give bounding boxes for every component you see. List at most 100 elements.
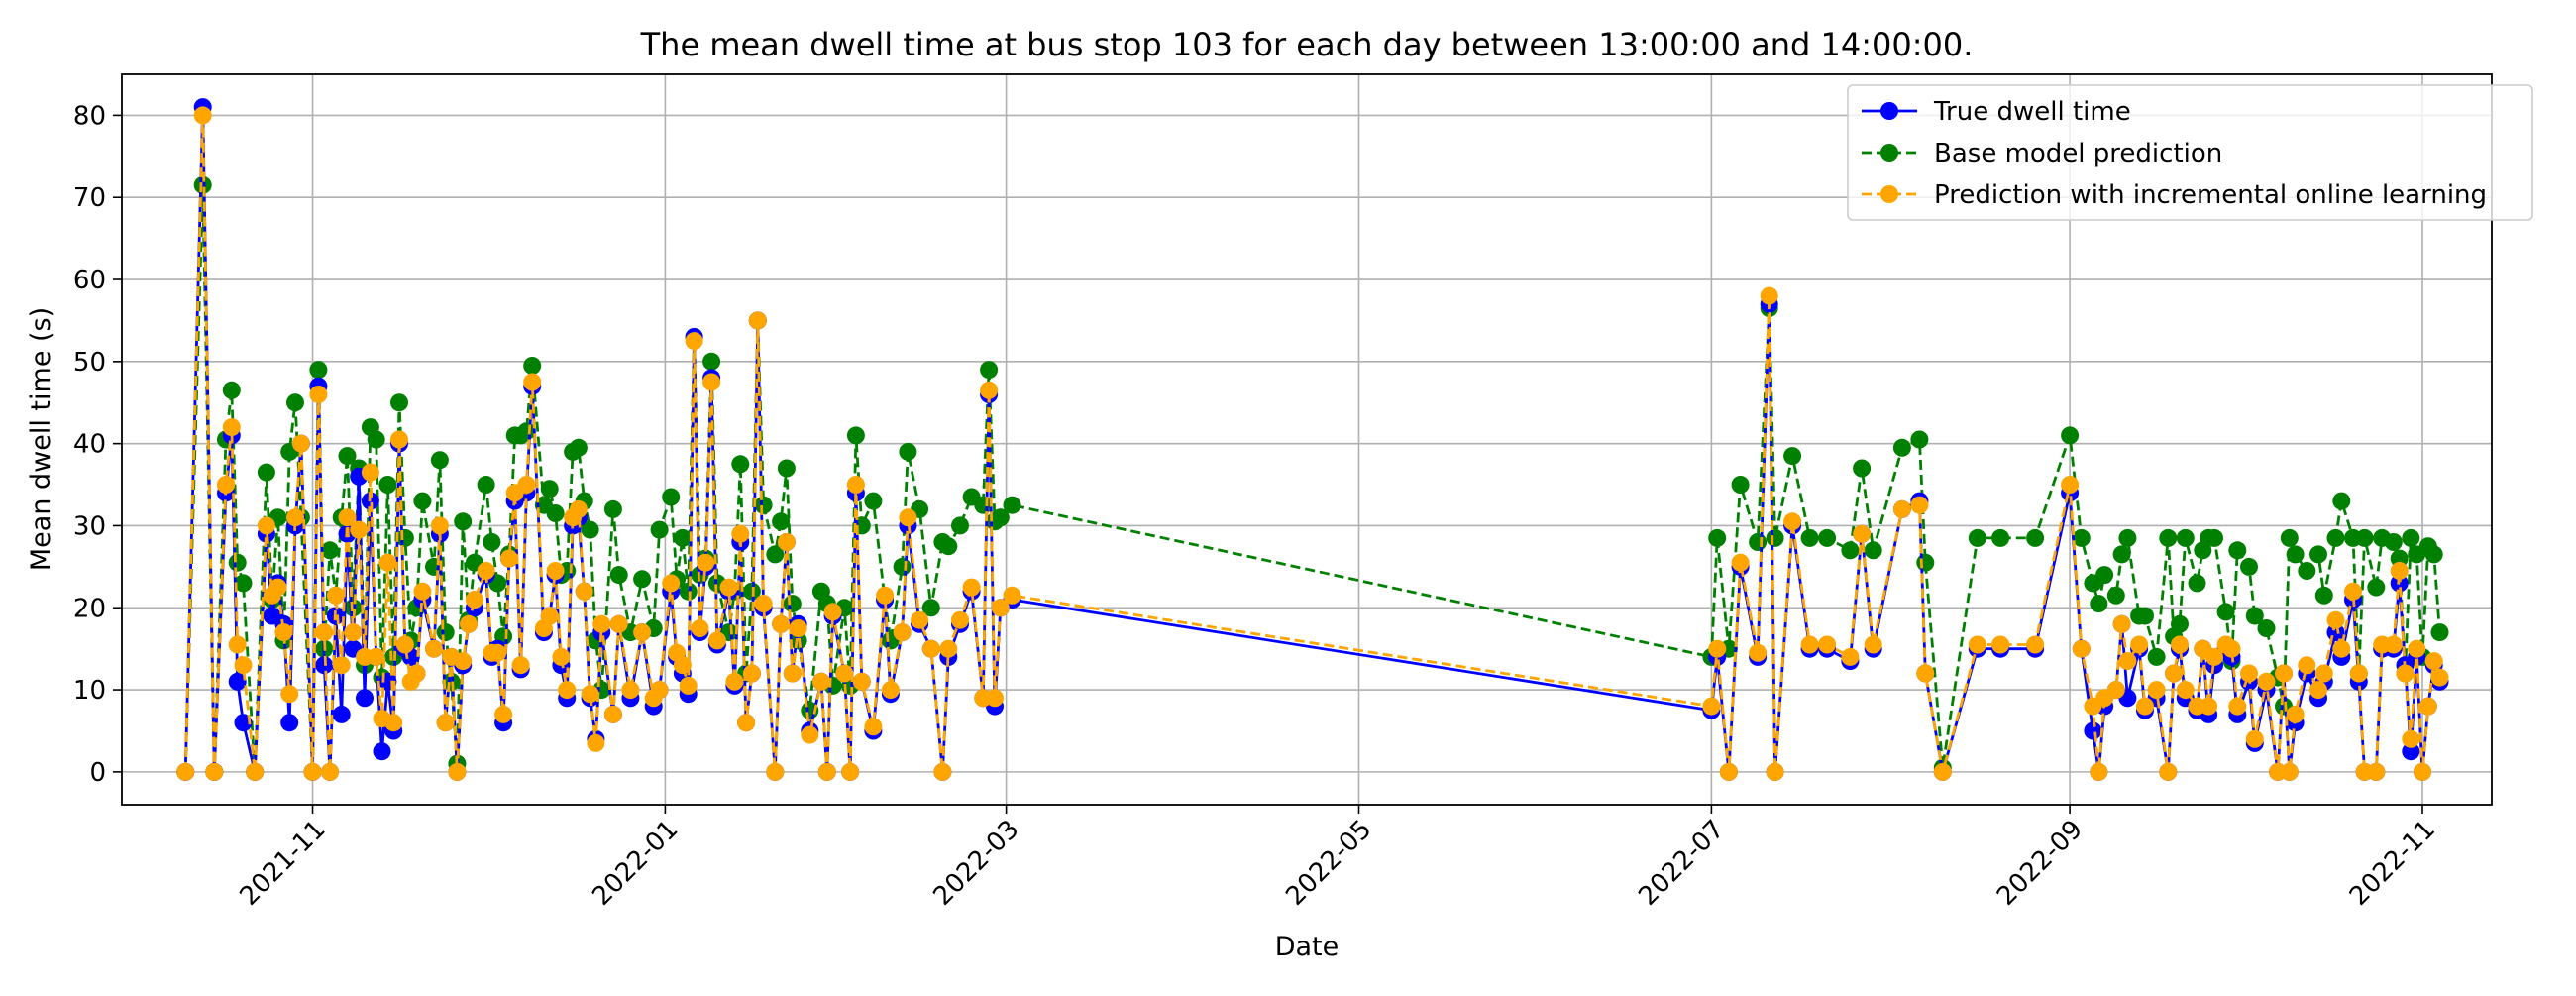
series-1-point — [2147, 647, 2166, 666]
series-1-point — [2188, 574, 2206, 593]
series-2-point — [2112, 614, 2131, 633]
series-1-point — [662, 488, 681, 506]
series-2-point — [425, 639, 443, 658]
series-2-point — [737, 714, 756, 732]
series-2-point — [350, 520, 369, 539]
series-1-point — [921, 599, 940, 617]
series-1-point — [1003, 496, 1021, 514]
series-2-point — [315, 623, 334, 642]
series-1-point — [772, 512, 791, 531]
series-1-point — [633, 570, 652, 589]
series-1-point — [1818, 528, 1837, 547]
series-1-point — [1708, 528, 1727, 547]
series-1-point — [974, 496, 993, 514]
series-2-point — [1708, 639, 1727, 658]
series-1-point — [228, 553, 247, 572]
series-1-point — [321, 541, 339, 560]
series-1-point — [2216, 603, 2235, 621]
series-1-point — [731, 455, 750, 474]
series-2-point — [2344, 582, 2362, 601]
series-2-point — [2408, 639, 2426, 658]
series-1-point — [309, 361, 328, 380]
series-1-point — [2257, 619, 2276, 637]
series-1-point — [436, 623, 455, 642]
series-2-point — [1933, 762, 1952, 781]
series-2-point — [477, 562, 495, 580]
series-2-point — [2430, 668, 2449, 687]
series-2-point — [390, 430, 408, 449]
series-2-point — [569, 499, 588, 518]
series-1-point — [234, 574, 253, 593]
series-2-point — [222, 418, 241, 437]
series-2-point — [228, 635, 247, 654]
series-2-point — [2309, 681, 2327, 700]
series-2-point — [846, 476, 865, 494]
series-2-point — [2222, 639, 2241, 658]
y-tick-label: 30 — [73, 511, 106, 541]
series-2-point — [911, 610, 929, 629]
series-0-point — [2084, 721, 2102, 740]
series-1-point — [1766, 528, 1784, 547]
series-2-point — [2326, 610, 2345, 629]
series-1-point — [2298, 562, 2316, 580]
series-2-point — [933, 762, 952, 781]
series-2-point — [1968, 635, 1986, 654]
series-1-point — [2384, 533, 2403, 551]
series-2-point — [581, 685, 599, 704]
series-2-point — [1749, 643, 1768, 662]
series-1-point — [754, 496, 773, 514]
series-2-point — [991, 599, 1010, 617]
series-2-point — [558, 681, 577, 700]
series-2-point — [2118, 652, 2137, 671]
series-2-point — [748, 311, 767, 330]
series-2-point — [291, 434, 310, 453]
series-2-point — [499, 549, 518, 568]
series-1-point — [2072, 528, 2091, 547]
series-1-point — [581, 520, 599, 539]
series-2-point — [707, 631, 726, 650]
series-1-point — [454, 512, 473, 531]
series-2-point — [511, 656, 530, 675]
series-2-point — [603, 705, 622, 723]
series-2-line — [183, 114, 2441, 774]
legend-item-0: True dwell time — [1862, 97, 2131, 127]
series-2-point — [303, 762, 322, 781]
series-2-point — [448, 762, 467, 781]
legend-marker-swatch — [1880, 144, 1898, 162]
series-1-point — [1841, 541, 1860, 560]
series-2-point — [899, 508, 917, 527]
series-2-point — [702, 373, 721, 391]
series-2-point — [2332, 639, 2351, 658]
series-1-point — [939, 537, 958, 556]
series-2-point — [460, 614, 478, 633]
y-tick-label: 20 — [73, 594, 106, 623]
y-tick-label: 40 — [73, 430, 106, 460]
series-2-point — [801, 725, 819, 744]
series-2-point — [540, 607, 559, 625]
series-1-point — [2424, 545, 2443, 564]
series-2-point — [552, 647, 571, 666]
series-2-point — [193, 106, 212, 125]
series-2-point — [673, 656, 692, 675]
series-2-point — [2402, 729, 2420, 748]
plot-area-frame — [121, 73, 2493, 806]
legend-marker-swatch — [1880, 102, 1898, 120]
series-2-point — [430, 516, 449, 535]
legend-item-1: Base model prediction — [1862, 139, 2222, 168]
series-2-point — [2176, 681, 2195, 700]
series-2-point — [384, 714, 403, 732]
series-2-point — [817, 762, 836, 781]
series-2-point — [835, 664, 854, 683]
series-1-point — [540, 480, 559, 498]
chart-title: The mean dwell time at bus stop 103 for … — [640, 26, 1974, 63]
series-2-point — [2298, 656, 2316, 675]
series-2-point — [766, 762, 785, 781]
series-1-point — [569, 438, 588, 457]
series-2-point — [338, 508, 357, 527]
series-2-point — [2314, 664, 2333, 683]
series-1-point — [777, 459, 796, 478]
series-2-point — [488, 643, 507, 662]
series-2-point — [217, 476, 235, 494]
series-2-point — [234, 656, 253, 675]
